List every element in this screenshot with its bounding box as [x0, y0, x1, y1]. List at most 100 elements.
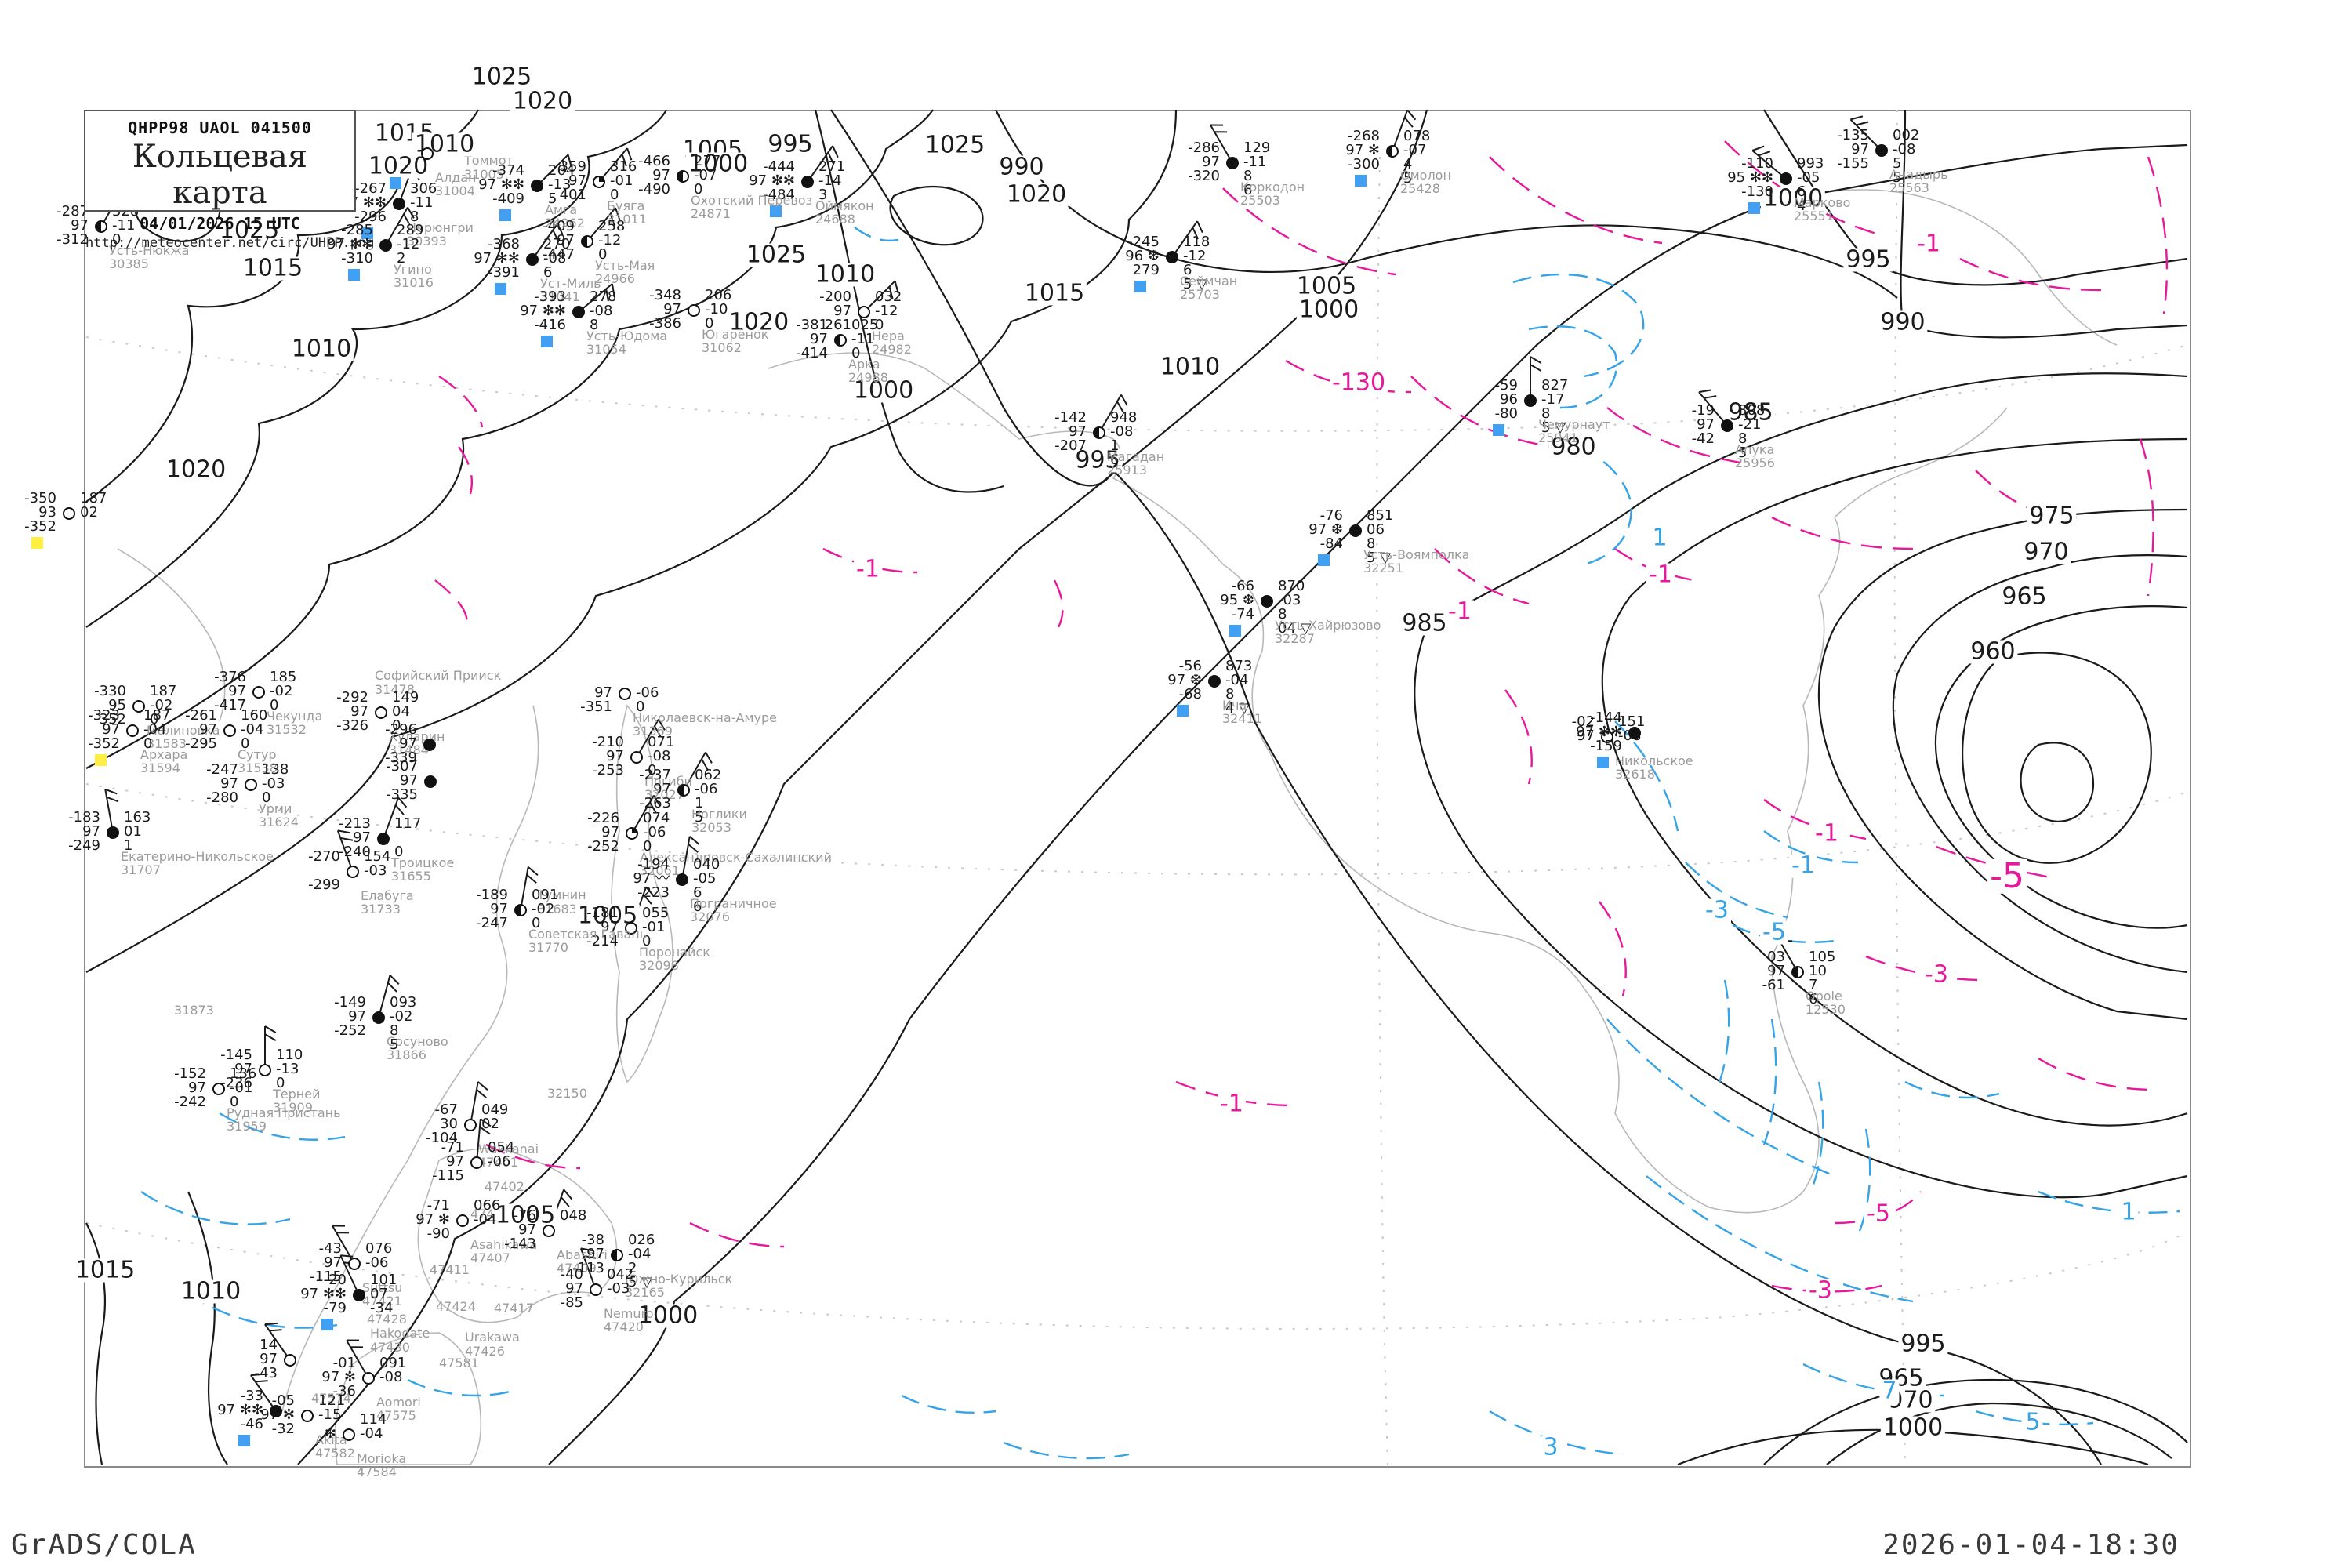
station-value: -252 — [587, 838, 619, 855]
wind-barb — [340, 837, 354, 841]
contour-path — [187, 1191, 228, 1465]
station-value: 97 — [1202, 154, 1220, 170]
station-value: -43 — [254, 1365, 278, 1381]
station-circle — [619, 688, 631, 700]
wind-barb — [605, 289, 609, 302]
station-value: 271 — [818, 158, 846, 175]
station-value: -287 — [56, 203, 89, 220]
station-value: 97 ❆ — [1167, 672, 1202, 688]
wind-barb — [532, 223, 558, 260]
station-value: 074 — [643, 810, 670, 826]
wind-barb — [654, 725, 662, 738]
wind-barb — [385, 207, 408, 246]
station-value: -06 — [643, 824, 666, 840]
station-value: 160 — [241, 707, 268, 724]
wind-barb — [340, 1254, 354, 1258]
gray-station-label: 31005 — [464, 167, 504, 182]
station-value: 06 — [1367, 521, 1385, 538]
station-value: 8 — [1225, 686, 1235, 702]
isobar-label: 970 — [1886, 1388, 1936, 1413]
station-value: -05 — [1797, 169, 1820, 186]
station-value: 97 — [653, 781, 671, 797]
station-circle — [625, 922, 637, 935]
station-value: 206 — [705, 287, 732, 303]
station-value: 105 — [1809, 949, 1836, 965]
station-value: -351 — [580, 699, 612, 715]
station-value: -130 — [1741, 183, 1773, 200]
isobar-label: 1000 — [635, 1304, 701, 1328]
station-value: 8 — [590, 317, 599, 333]
station-circle — [375, 706, 387, 719]
contour-path — [1646, 1175, 1914, 1303]
station-value: 808 — [1738, 402, 1766, 419]
station-name: Wakkanai 47401 — [478, 1142, 539, 1170]
station-value: 040 — [693, 856, 720, 873]
contour-path — [1528, 325, 1617, 409]
cyan-contour-label: -5 — [1760, 920, 1788, 945]
station-value: -19 — [1691, 402, 1715, 419]
station-value: -13 — [276, 1061, 299, 1077]
station-circle — [63, 507, 75, 520]
station-value: 270 — [543, 236, 571, 252]
isobar-label: 1025 — [469, 65, 535, 89]
station-value: -152 — [174, 1065, 206, 1082]
station-value: -12 — [598, 232, 622, 249]
contour-path — [1936, 845, 2055, 880]
pink-contour-label: -5 — [1864, 1202, 1893, 1226]
contour-path — [2147, 156, 2169, 314]
station-value: 97 ✻✻ — [300, 1286, 347, 1302]
contour-path — [1934, 605, 2188, 929]
station-value: -20 — [323, 1272, 347, 1288]
contour-path — [1826, 1402, 2172, 1465]
station-value: 4 ▽ — [1225, 700, 1250, 717]
station-value: 97 ✻ — [321, 1369, 356, 1385]
wind-barb — [470, 1081, 479, 1126]
gray-station-label: Софийский Прииск — [375, 668, 502, 683]
station-circle — [834, 334, 847, 347]
station-circle — [531, 180, 543, 192]
station-value: 97 — [568, 172, 586, 189]
wind-barb — [536, 154, 569, 187]
station-circle — [1524, 394, 1537, 407]
station-value: 0 — [270, 697, 279, 713]
wind-barb — [403, 213, 411, 226]
station-circle — [377, 833, 390, 845]
station-value: 2 — [397, 250, 406, 267]
station-value: 97 — [71, 217, 89, 234]
station-value: -348 — [649, 287, 681, 303]
cyan-contour-label: -3 — [1703, 898, 1731, 923]
station-value: 97 — [188, 1080, 206, 1096]
station-value: -42 — [1691, 430, 1715, 447]
contour-path — [1857, 1128, 1871, 1236]
station-value: -05 — [693, 870, 717, 887]
station-value: -296 — [354, 209, 387, 225]
station-value: 97 — [220, 775, 238, 792]
station-name: Малиновка 31583 — [147, 723, 220, 751]
station-circle — [1780, 172, 1792, 185]
blue-marker-square — [1597, 757, 1609, 768]
station-circle — [677, 170, 689, 183]
station-value: -135 — [1837, 127, 1869, 143]
station-circle — [1349, 524, 1362, 537]
station-value: -12 — [397, 236, 420, 252]
station-value: 0 — [143, 735, 153, 752]
isobar-label: 1010 — [1157, 355, 1223, 379]
pink-contour-label: -1 — [1446, 600, 1474, 624]
station-value: 97 — [350, 703, 368, 720]
station-value: 8 — [1541, 405, 1551, 422]
station-value: -159 — [1590, 738, 1622, 754]
station-value: -10 — [705, 301, 728, 318]
station-circle — [677, 784, 690, 797]
station-value: -326 — [336, 717, 368, 734]
wind-barb — [346, 1340, 369, 1379]
station-circle — [132, 700, 145, 713]
station-value: 97 ✻✻ — [474, 250, 520, 267]
station-name: Aomori 47575 — [376, 1395, 421, 1423]
station-value: 1 — [1110, 437, 1120, 454]
wind-barb — [1196, 220, 1203, 234]
pink-contour-label: -3 — [1806, 1279, 1835, 1303]
wind-barb — [480, 1118, 492, 1127]
station-circle — [1386, 145, 1399, 158]
station-value: -268 — [1348, 128, 1380, 144]
station-value: -40 — [560, 1266, 583, 1283]
